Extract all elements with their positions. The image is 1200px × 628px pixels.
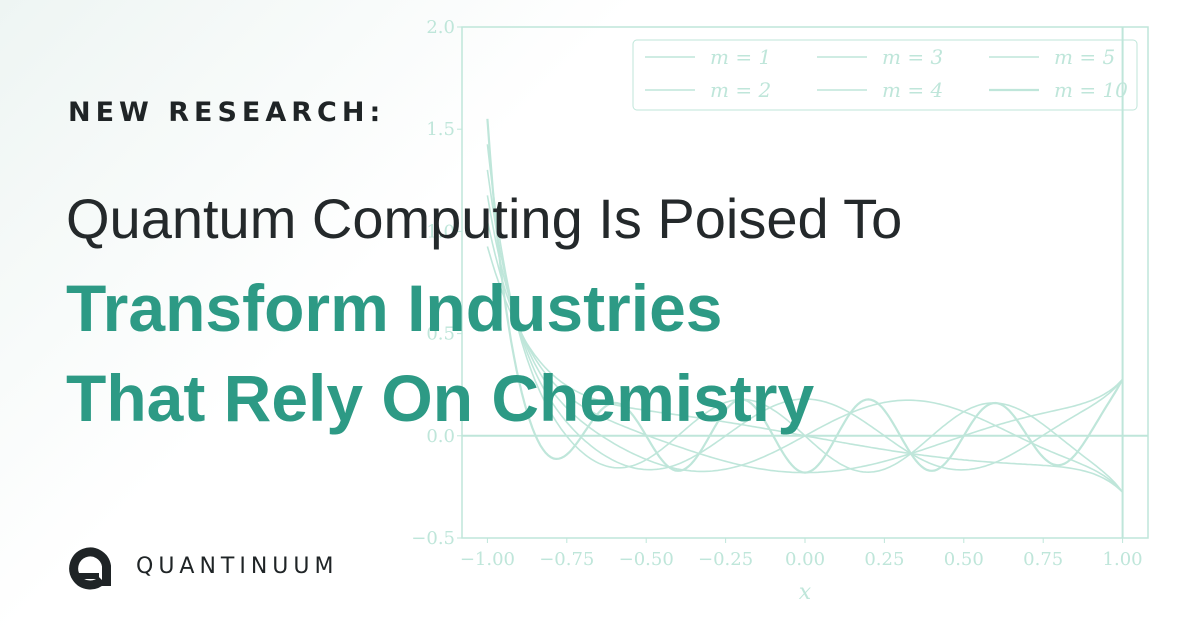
x-tick-label: 0.50 <box>944 549 984 570</box>
x-tick-label: −0.75 <box>539 549 594 570</box>
y-tick-label: 0.0 <box>426 426 455 447</box>
x-tick-label: 0.00 <box>785 549 825 570</box>
brand-logo-lockup[interactable]: QUANTINUUM <box>66 542 339 590</box>
legend-label: m = 10 <box>1054 78 1128 102</box>
eyebrow-label: NEW RESEARCH: <box>68 97 386 128</box>
legend-label: m = 3 <box>882 45 943 69</box>
x-tick-label: 0.25 <box>864 549 904 570</box>
legend-label: m = 4 <box>882 78 943 102</box>
legend-label: m = 1 <box>710 45 771 69</box>
headline-line-3: That Rely On Chemistry <box>66 361 815 435</box>
y-tick-label: 1.0 <box>426 221 455 242</box>
x-axis-label: x <box>799 580 812 605</box>
x-tick-label: 0.75 <box>1023 549 1063 570</box>
x-tick-label: 1.00 <box>1103 549 1143 570</box>
brand-name: QUANTINUUM <box>136 553 339 579</box>
headline-line-1: Quantum Computing Is Poised To <box>66 187 903 250</box>
series-line <box>486 144 1124 493</box>
x-tick-label: −1.00 <box>460 549 515 570</box>
y-tick-label: −0.5 <box>411 528 455 549</box>
y-tick-label: 2.0 <box>426 17 455 38</box>
quantinuum-logo-icon <box>69 547 111 590</box>
x-tick-label: −0.50 <box>619 549 674 570</box>
chart-legend <box>632 39 1138 111</box>
x-tick-label: −0.25 <box>698 549 753 570</box>
legend-label: m = 2 <box>710 78 771 102</box>
y-tick-label: 0.5 <box>426 324 455 345</box>
headline-line-2: Transform Industries <box>66 271 723 345</box>
y-tick-label: 1.5 <box>426 119 455 140</box>
series-line <box>486 169 1124 471</box>
series-line <box>486 118 1124 474</box>
legend-label: m = 5 <box>1054 45 1115 69</box>
